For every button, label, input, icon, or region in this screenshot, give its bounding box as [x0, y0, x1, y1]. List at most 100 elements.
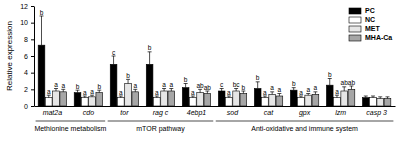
- y-tick-mark: [31, 56, 34, 57]
- x-tick: gpx: [299, 109, 311, 117]
- error-bar-cap: [335, 95, 339, 96]
- y-axis-line: [34, 7, 35, 107]
- x-tick: cat: [264, 109, 274, 116]
- error-bar-stem: [221, 89, 222, 92]
- significance-letter: a: [162, 81, 166, 88]
- error-bar: [61, 89, 65, 92]
- legend-swatch: [349, 17, 361, 23]
- x-tick: 4ebp1: [187, 109, 207, 117]
- error-bar: [155, 96, 159, 98]
- error-bar-cap: [234, 88, 238, 89]
- bar: [45, 98, 52, 106]
- significance-letter: a: [299, 89, 303, 96]
- y-tick: 2: [24, 86, 34, 93]
- error-bar-stem: [128, 79, 129, 83]
- error-bar: [292, 88, 296, 91]
- y-tick-mark: [31, 39, 34, 40]
- error-bar: [83, 96, 87, 98]
- error-bar: [205, 91, 209, 94]
- bar: [384, 99, 391, 107]
- y-tick-mark: [31, 106, 34, 107]
- significance-letter: b: [40, 9, 44, 16]
- significance-letter: a: [47, 88, 51, 95]
- significance-letter: b: [126, 72, 130, 79]
- error-bar-stem: [257, 82, 258, 89]
- error-bar-stem: [55, 89, 56, 92]
- error-bar: [133, 89, 137, 92]
- error-bar: [299, 96, 303, 98]
- error-bar-cap: [270, 91, 274, 92]
- bar: [226, 98, 233, 106]
- y-tick: 0: [24, 103, 34, 110]
- x-tick-label: sod: [227, 109, 239, 116]
- error-bar: [76, 90, 80, 93]
- bar: [74, 93, 81, 106]
- error-bar: [227, 96, 231, 98]
- group-label: Methionine metabolism: [34, 125, 106, 132]
- error-bar-cap: [378, 96, 382, 97]
- error-bar: [364, 96, 368, 98]
- y-tick: 12: [20, 3, 34, 10]
- significance-letter: a: [61, 82, 65, 89]
- error-bar-cap: [126, 79, 130, 80]
- error-bar-stem: [149, 52, 150, 64]
- y-tick-mark: [31, 6, 34, 7]
- bar: [370, 98, 377, 106]
- error-bar-cap: [47, 95, 51, 96]
- bar: [110, 64, 117, 106]
- x-tick-label: lzm: [335, 109, 346, 116]
- legend-item: NC: [349, 16, 375, 23]
- bar: [377, 99, 384, 107]
- bar: [334, 98, 341, 106]
- error-bar-cap: [76, 90, 80, 91]
- error-bar: [263, 96, 267, 98]
- bar: [233, 91, 240, 106]
- significance-letter: a: [83, 89, 87, 96]
- error-bar: [270, 92, 274, 95]
- bar: [218, 91, 225, 106]
- significance-letters: bbcbbcbbbaaaaaaaaaaabaabbcaaababaaabbaaa…: [40, 9, 356, 96]
- y-tick: 8: [24, 36, 34, 43]
- bar: [240, 94, 247, 107]
- error-bar-cap: [328, 78, 332, 79]
- significance-letter: ab: [348, 79, 356, 86]
- bar: [197, 93, 204, 106]
- error-bar-cap: [162, 88, 166, 89]
- error-bar-cap: [385, 96, 389, 97]
- category-groups: Methionine metabolismmTOR pathwayAnti-ox…: [34, 121, 393, 133]
- error-bar-cap: [277, 93, 281, 94]
- y-tick: 6: [24, 53, 34, 60]
- significance-letter: c: [112, 49, 116, 56]
- error-bar: [198, 89, 202, 92]
- y-tick-mark: [31, 89, 34, 90]
- error-bar-cap: [198, 89, 202, 90]
- bar: [96, 93, 103, 106]
- group-bracket: [108, 121, 214, 122]
- bar: [125, 84, 132, 107]
- significance-letter: a: [270, 84, 274, 91]
- legend-swatch: [349, 26, 361, 32]
- legend-item: MET: [349, 25, 381, 32]
- bar: [117, 98, 124, 106]
- error-bar-cap: [184, 83, 188, 84]
- significance-letter: a: [170, 81, 174, 88]
- x-tick: rag c: [153, 109, 169, 117]
- significance-letter: a: [191, 89, 195, 96]
- y-tick-label: 8: [24, 36, 28, 43]
- significance-letter: a: [54, 81, 58, 88]
- bar: [154, 98, 161, 106]
- error-bar: [119, 96, 123, 98]
- significance-letter: b: [328, 71, 332, 78]
- x-axis: mat2acdotorrag c4ebp1sodcatgpxlzmcasp 3: [35, 107, 396, 117]
- error-bar-cap: [313, 91, 317, 92]
- error-bar-cap: [241, 91, 245, 92]
- y-tick: 10: [20, 19, 34, 26]
- error-bar-stem: [164, 89, 165, 92]
- bar: [326, 85, 333, 106]
- error-bar-cap: [306, 93, 310, 94]
- error-bar: [112, 56, 116, 64]
- error-bar-stem: [185, 84, 186, 88]
- error-bar-stem: [63, 89, 64, 92]
- error-bar-cap: [205, 91, 209, 92]
- error-bar-cap: [263, 96, 267, 97]
